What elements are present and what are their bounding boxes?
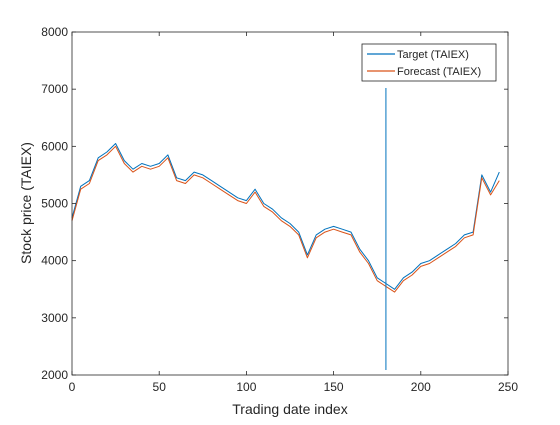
series-line-forecast	[71, 145, 500, 293]
y-tick-label: 2000	[41, 368, 68, 382]
legend-box	[361, 43, 497, 82]
axes: 0 50 100 150 200 250 2000 3000 4000 5000 6000 7000 8…	[41, 25, 518, 394]
x-tick-label: 200	[411, 380, 431, 394]
y-axis-label: Stock price (TAIEX)	[18, 142, 34, 264]
y-tick-label: 8000	[41, 25, 68, 39]
x-tick-label: 50	[153, 380, 167, 394]
x-tick-label: 250	[498, 380, 518, 394]
legend-label-target: Target (TAIEX)	[397, 49, 469, 61]
x-tick-label: 150	[324, 380, 344, 394]
x-axis-label: Trading date index	[232, 401, 347, 417]
y-tick-label: 3000	[41, 311, 68, 325]
legend: Target (TAIEX) Forecast (TAIEX)	[361, 43, 497, 82]
y-tick-label: 7000	[41, 82, 68, 96]
series-line-target	[71, 143, 500, 290]
legend-label-forecast: Forecast (TAIEX)	[397, 66, 481, 78]
x-tick-label: 100	[236, 380, 256, 394]
plot-area	[71, 88, 500, 370]
x-tick-label: 0	[69, 380, 76, 394]
y-tick-label: 5000	[41, 197, 68, 211]
y-tick-label: 4000	[41, 254, 68, 268]
y-tick-label: 6000	[41, 139, 68, 153]
